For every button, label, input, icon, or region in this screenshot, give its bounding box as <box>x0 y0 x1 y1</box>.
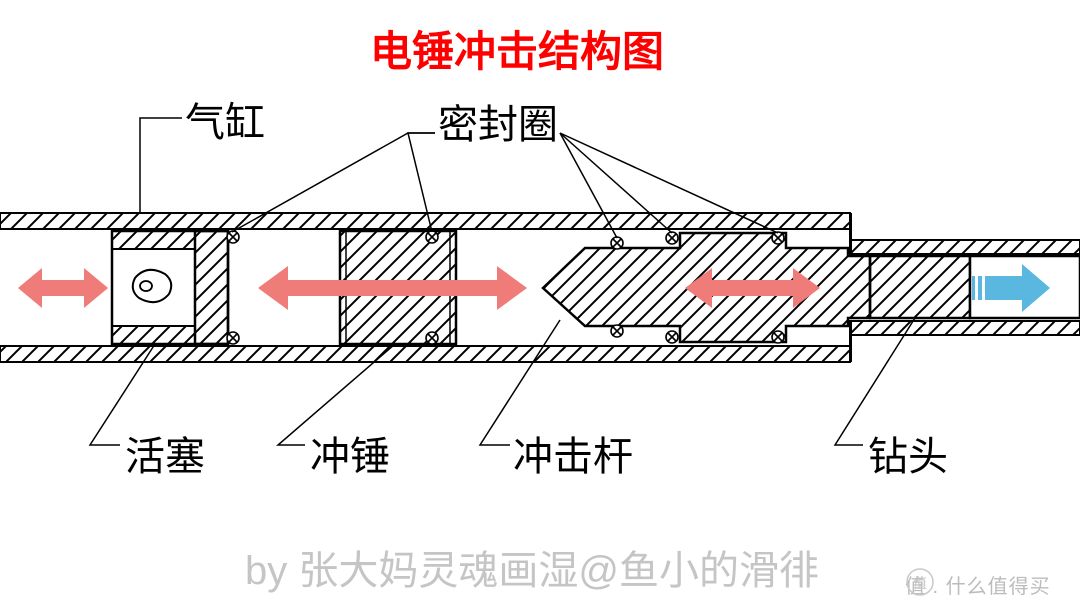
part-piston <box>112 231 228 344</box>
hammer-diagram: 值 <box>0 0 1080 605</box>
watermark-icon-text: 值 <box>913 575 927 591</box>
